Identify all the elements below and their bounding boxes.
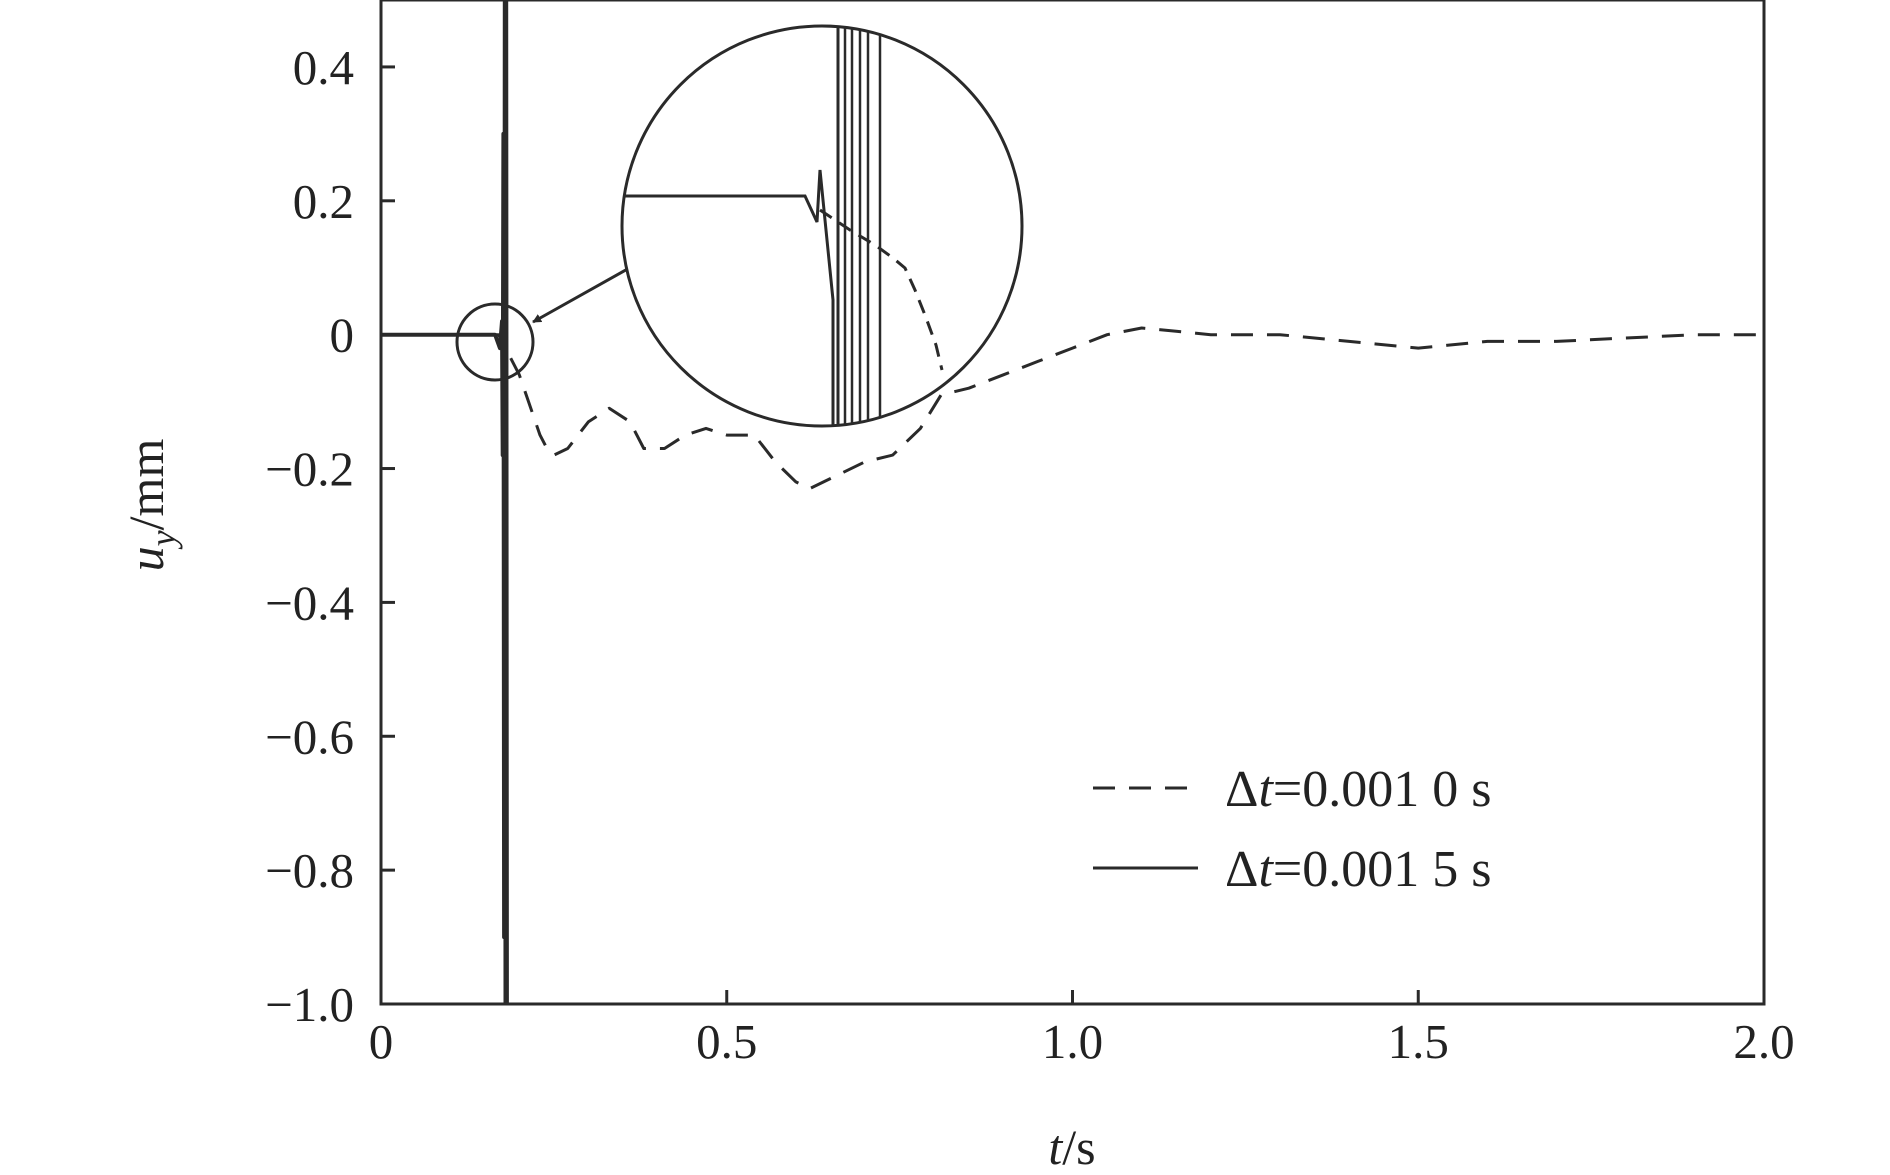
y-tick-label: 0.2 bbox=[293, 174, 354, 229]
plot-frame bbox=[379, 0, 1766, 1006]
x-tick-label: 2.0 bbox=[1733, 1014, 1794, 1069]
axis-ticks bbox=[379, 65, 1766, 1006]
y-axis-title: uy/mm bbox=[118, 439, 183, 572]
y-tick-label: 0.4 bbox=[293, 40, 354, 95]
y-tick-label: −0.6 bbox=[265, 709, 354, 764]
x-tick-label: 1.5 bbox=[1388, 1014, 1449, 1069]
series-line-solid bbox=[381, 0, 509, 1004]
series-line-dashed bbox=[381, 326, 1764, 491]
x-tick-label: 0.5 bbox=[696, 1014, 757, 1069]
legend-label-solid: Δt=0.001 5 s bbox=[1225, 841, 1491, 898]
y-tick-label: 0 bbox=[330, 308, 355, 363]
zoom-dashed-line bbox=[819, 208, 944, 371]
x-axis-title: t/s bbox=[1048, 1119, 1095, 1175]
y-tick-label: −1.0 bbox=[265, 977, 354, 1032]
legend: Δt=0.001 0 s Δt=0.001 5 s bbox=[1093, 761, 1491, 898]
tick-labels: 0 0.5 1.0 1.5 2.0 0.4 0.2 0 −0.2 −0.4 −0.6 −0.8 −1.0 bbox=[265, 40, 1795, 1069]
y-tick-label: −0.2 bbox=[265, 442, 354, 497]
legend-label-dashed: Δt=0.001 0 s bbox=[1225, 761, 1491, 818]
zoom-solid-line bbox=[622, 169, 835, 425]
y-tick-label: −0.4 bbox=[265, 575, 354, 630]
x-tick-label: 0 bbox=[369, 1014, 394, 1069]
zoom-target-circle bbox=[455, 302, 535, 382]
zoom-inset bbox=[620, 24, 1024, 428]
zoom-arrow bbox=[532, 260, 641, 324]
x-tick-label: 1.0 bbox=[1042, 1014, 1103, 1069]
series-layer bbox=[381, 0, 1764, 1004]
y-tick-label: −0.8 bbox=[265, 843, 354, 898]
